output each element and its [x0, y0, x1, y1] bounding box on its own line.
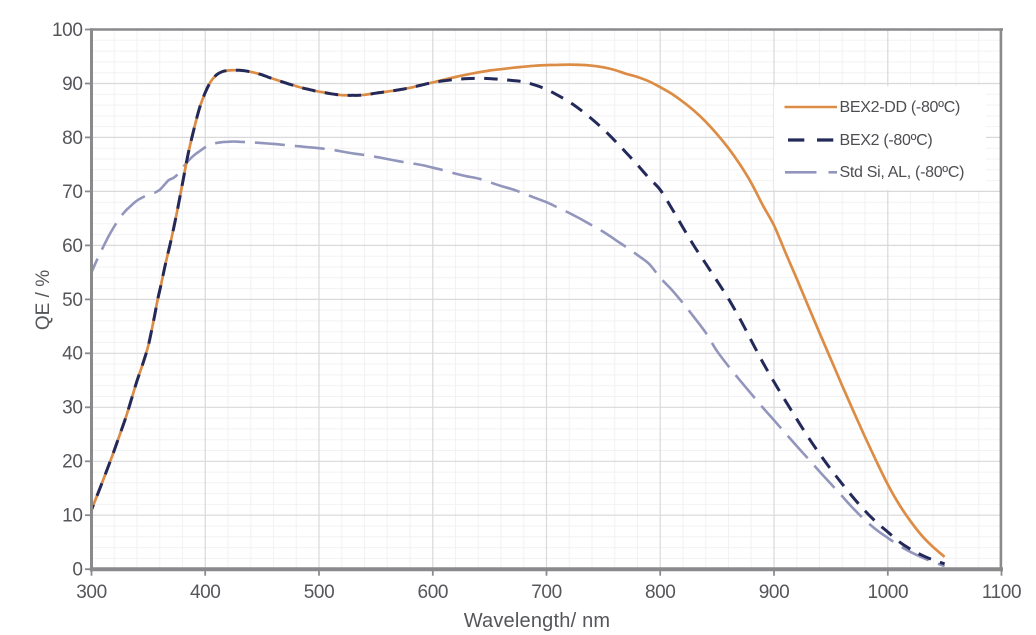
svg-text:0: 0 — [72, 560, 82, 581]
svg-text:80: 80 — [62, 128, 82, 149]
svg-text:40: 40 — [62, 344, 82, 365]
svg-text:Std Si, AL, (-80ºC): Std Si, AL, (-80ºC) — [840, 164, 965, 181]
svg-text:100: 100 — [52, 20, 83, 41]
svg-text:Wavelength/ nm: Wavelength/ nm — [464, 610, 611, 632]
svg-text:300: 300 — [76, 582, 107, 603]
svg-text:900: 900 — [759, 582, 790, 603]
svg-text:1000: 1000 — [867, 582, 908, 603]
svg-text:400: 400 — [190, 582, 221, 603]
svg-text:QE / %: QE / % — [33, 270, 54, 330]
svg-text:800: 800 — [645, 582, 676, 603]
svg-text:70: 70 — [62, 182, 82, 203]
svg-text:50: 50 — [62, 290, 82, 311]
svg-text:600: 600 — [418, 582, 449, 603]
svg-text:20: 20 — [62, 452, 82, 473]
svg-text:60: 60 — [62, 236, 82, 257]
svg-text:10: 10 — [62, 506, 82, 527]
svg-text:BEX2-DD (-80ºC): BEX2-DD (-80ºC) — [840, 99, 960, 116]
svg-text:500: 500 — [304, 582, 335, 603]
svg-text:30: 30 — [62, 398, 82, 419]
svg-text:BEX2 (-80ºC): BEX2 (-80ºC) — [840, 132, 933, 149]
svg-text:1100: 1100 — [982, 582, 1021, 603]
svg-text:90: 90 — [62, 74, 82, 95]
svg-text:700: 700 — [531, 582, 562, 603]
